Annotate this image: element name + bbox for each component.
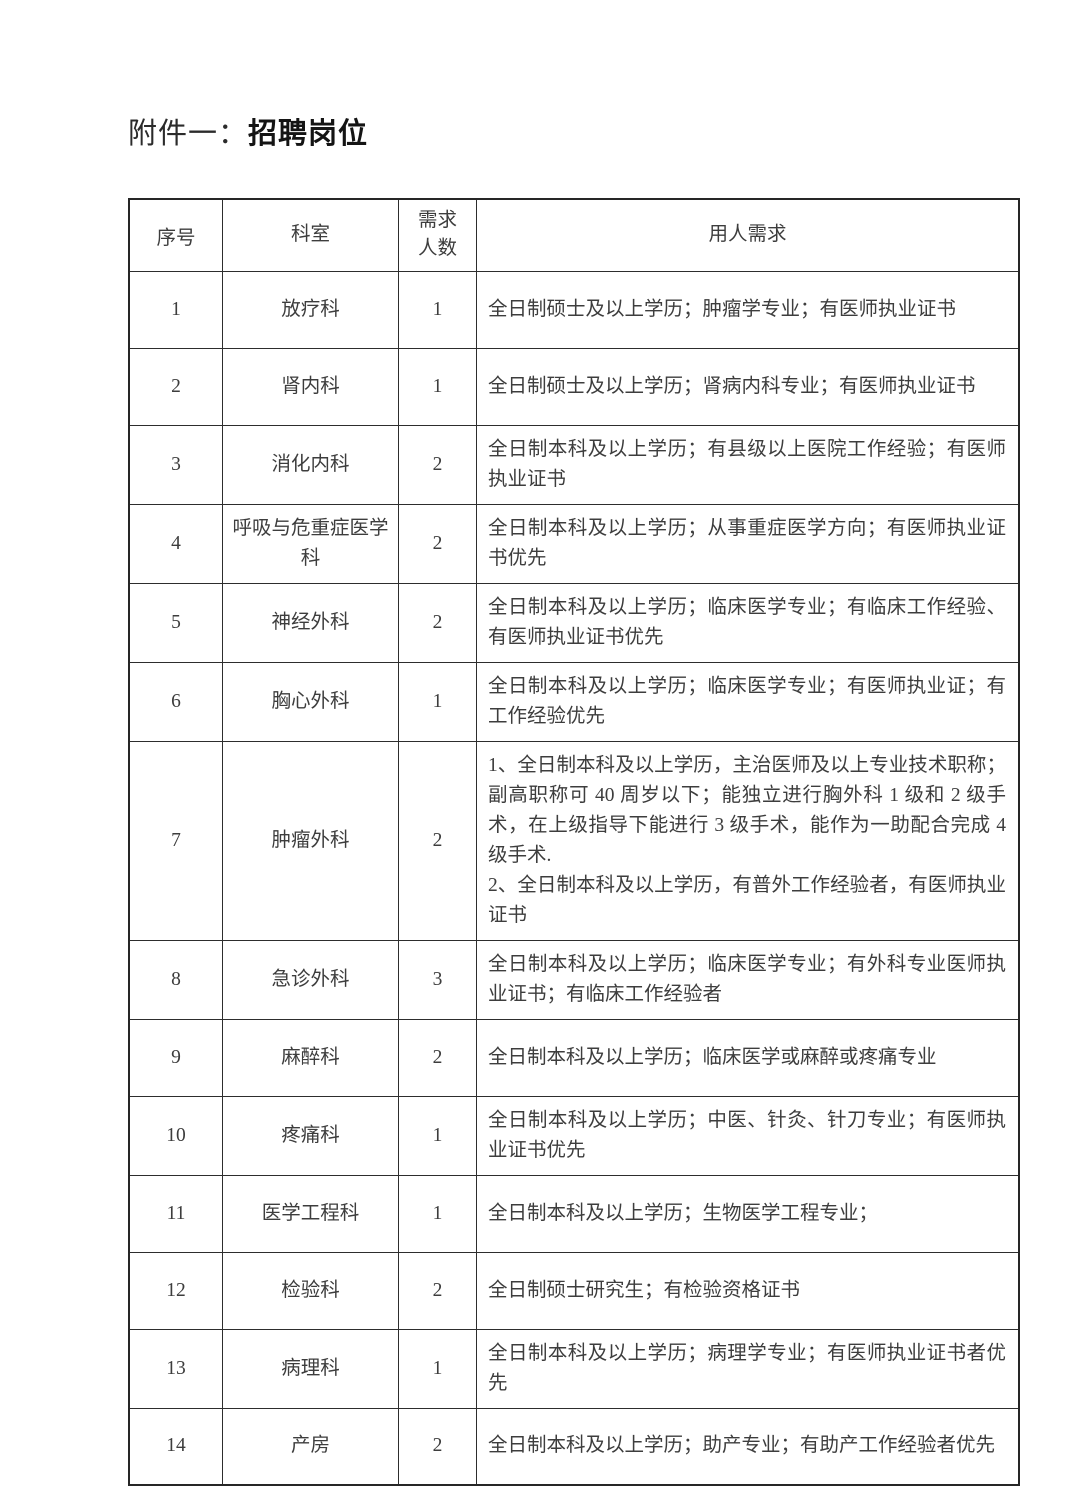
cell-headcount: 2: [398, 1407, 477, 1486]
table-row: 6 胸心外科 1 全日制本科及以上学历；临床医学专业；有医师执业证；有工作经验优…: [128, 661, 1020, 742]
cell-serial-number: 10: [128, 1095, 223, 1176]
attachment-label: 附件一：: [128, 118, 249, 150]
cell-headcount: 2: [398, 1251, 477, 1330]
table-row: 1 放疗科 1 全日制硕士及以上学历；肿瘤学专业；有医师执业证书: [128, 270, 1020, 349]
header-serial-number: 序号: [128, 198, 223, 272]
table-row: 12 检验科 2 全日制硕士研究生；有检验资格证书: [128, 1251, 1020, 1330]
table-row: 13 病理科 1 全日制本科及以上学历；病理学专业；有医师执业证书者优先: [128, 1328, 1020, 1409]
table-header-row: 序号 科室 需求 人数 用人需求: [128, 198, 1020, 272]
cell-serial-number: 5: [128, 582, 223, 663]
cell-department: 放疗科: [222, 270, 399, 349]
recruitment-table: 序号 科室 需求 人数 用人需求 1 放疗科 1 全日制硕士及以上学历；肿瘤学专…: [128, 198, 1020, 1486]
cell-headcount: 2: [398, 740, 477, 941]
table-row: 8 急诊外科 3 全日制本科及以上学历；临床医学专业；有外科专业医师执业证书；有…: [128, 939, 1020, 1020]
cell-headcount: 1: [398, 1328, 477, 1409]
cell-headcount: 1: [398, 270, 477, 349]
cell-department: 神经外科: [222, 582, 399, 663]
cell-requirements: 全日制本科及以上学历；从事重症医学方向；有医师执业证书优先: [476, 503, 1020, 584]
cell-serial-number: 2: [128, 347, 223, 426]
cell-headcount: 2: [398, 582, 477, 663]
cell-requirements: 全日制本科及以上学历；生物医学工程专业；: [476, 1174, 1020, 1253]
cell-headcount: 1: [398, 347, 477, 426]
cell-department: 急诊外科: [222, 939, 399, 1020]
cell-department: 消化内科: [222, 424, 399, 505]
cell-requirements: 全日制硕士及以上学历；肾病内科专业；有医师执业证书: [476, 347, 1020, 426]
cell-serial-number: 9: [128, 1018, 223, 1097]
title-text: 招聘岗位: [248, 118, 369, 150]
cell-department: 产房: [222, 1407, 399, 1486]
table-row: 11 医学工程科 1 全日制本科及以上学历；生物医学工程专业；: [128, 1174, 1020, 1253]
cell-department: 医学工程科: [222, 1174, 399, 1253]
header-requirements: 用人需求: [476, 198, 1020, 272]
cell-department: 呼吸与危重症医学科: [222, 503, 399, 584]
cell-department: 麻醉科: [222, 1018, 399, 1097]
cell-requirements: 全日制本科及以上学历；临床医学或麻醉或疼痛专业: [476, 1018, 1020, 1097]
cell-headcount: 3: [398, 939, 477, 1020]
table-row: 3 消化内科 2 全日制本科及以上学历；有县级以上医院工作经验；有医师执业证书: [128, 424, 1020, 505]
table-row: 14 产房 2 全日制本科及以上学历；助产专业；有助产工作经验者优先: [128, 1407, 1020, 1486]
cell-department: 检验科: [222, 1251, 399, 1330]
cell-headcount: 1: [398, 1174, 477, 1253]
table-row: 7 肿瘤外科 2 1、全日制本科及以上学历，主治医师及以上专业技术职称；副高职称…: [128, 740, 1020, 941]
cell-headcount: 1: [398, 1095, 477, 1176]
cell-department: 疼痛科: [222, 1095, 399, 1176]
cell-headcount: 2: [398, 1018, 477, 1097]
cell-serial-number: 8: [128, 939, 223, 1020]
cell-serial-number: 1: [128, 270, 223, 349]
cell-serial-number: 14: [128, 1407, 223, 1486]
header-department: 科室: [222, 198, 399, 272]
cell-requirements: 全日制硕士研究生；有检验资格证书: [476, 1251, 1020, 1330]
cell-requirements: 全日制本科及以上学历；临床医学专业；有临床工作经验、有医师执业证书优先: [476, 582, 1020, 663]
cell-serial-number: 3: [128, 424, 223, 505]
cell-serial-number: 6: [128, 661, 223, 742]
table-row: 4 呼吸与危重症医学科 2 全日制本科及以上学历；从事重症医学方向；有医师执业证…: [128, 503, 1020, 584]
cell-serial-number: 13: [128, 1328, 223, 1409]
cell-serial-number: 4: [128, 503, 223, 584]
cell-headcount: 1: [398, 661, 477, 742]
cell-serial-number: 11: [128, 1174, 223, 1253]
cell-headcount: 2: [398, 503, 477, 584]
cell-department: 肾内科: [222, 347, 399, 426]
table-row: 2 肾内科 1 全日制硕士及以上学历；肾病内科专业；有医师执业证书: [128, 347, 1020, 426]
cell-serial-number: 12: [128, 1251, 223, 1330]
cell-requirements: 全日制本科及以上学历；病理学专业；有医师执业证书者优先: [476, 1328, 1020, 1409]
cell-department: 肿瘤外科: [222, 740, 399, 941]
cell-serial-number: 7: [128, 740, 223, 941]
page-title: 附件一：招聘岗位: [128, 110, 1080, 152]
cell-department: 胸心外科: [222, 661, 399, 742]
cell-requirements: 1、全日制本科及以上学历，主治医师及以上专业技术职称；副高职称可 40 周岁以下…: [476, 740, 1020, 941]
cell-requirements: 全日制本科及以上学历；临床医学专业；有医师执业证；有工作经验优先: [476, 661, 1020, 742]
cell-requirements: 全日制本科及以上学历；助产专业；有助产工作经验者优先: [476, 1407, 1020, 1486]
cell-department: 病理科: [222, 1328, 399, 1409]
table-row: 5 神经外科 2 全日制本科及以上学历；临床医学专业；有临床工作经验、有医师执业…: [128, 582, 1020, 663]
cell-headcount: 2: [398, 424, 477, 505]
table-row: 9 麻醉科 2 全日制本科及以上学历；临床医学或麻醉或疼痛专业: [128, 1018, 1020, 1097]
header-headcount: 需求 人数: [398, 198, 477, 272]
cell-requirements: 全日制本科及以上学历；临床医学专业；有外科专业医师执业证书；有临床工作经验者: [476, 939, 1020, 1020]
cell-requirements: 全日制本科及以上学历；有县级以上医院工作经验；有医师执业证书: [476, 424, 1020, 505]
cell-requirements: 全日制本科及以上学历；中医、针灸、针刀专业；有医师执业证书优先: [476, 1095, 1020, 1176]
table-row: 10 疼痛科 1 全日制本科及以上学历；中医、针灸、针刀专业；有医师执业证书优先: [128, 1095, 1020, 1176]
cell-requirements: 全日制硕士及以上学历；肿瘤学专业；有医师执业证书: [476, 270, 1020, 349]
